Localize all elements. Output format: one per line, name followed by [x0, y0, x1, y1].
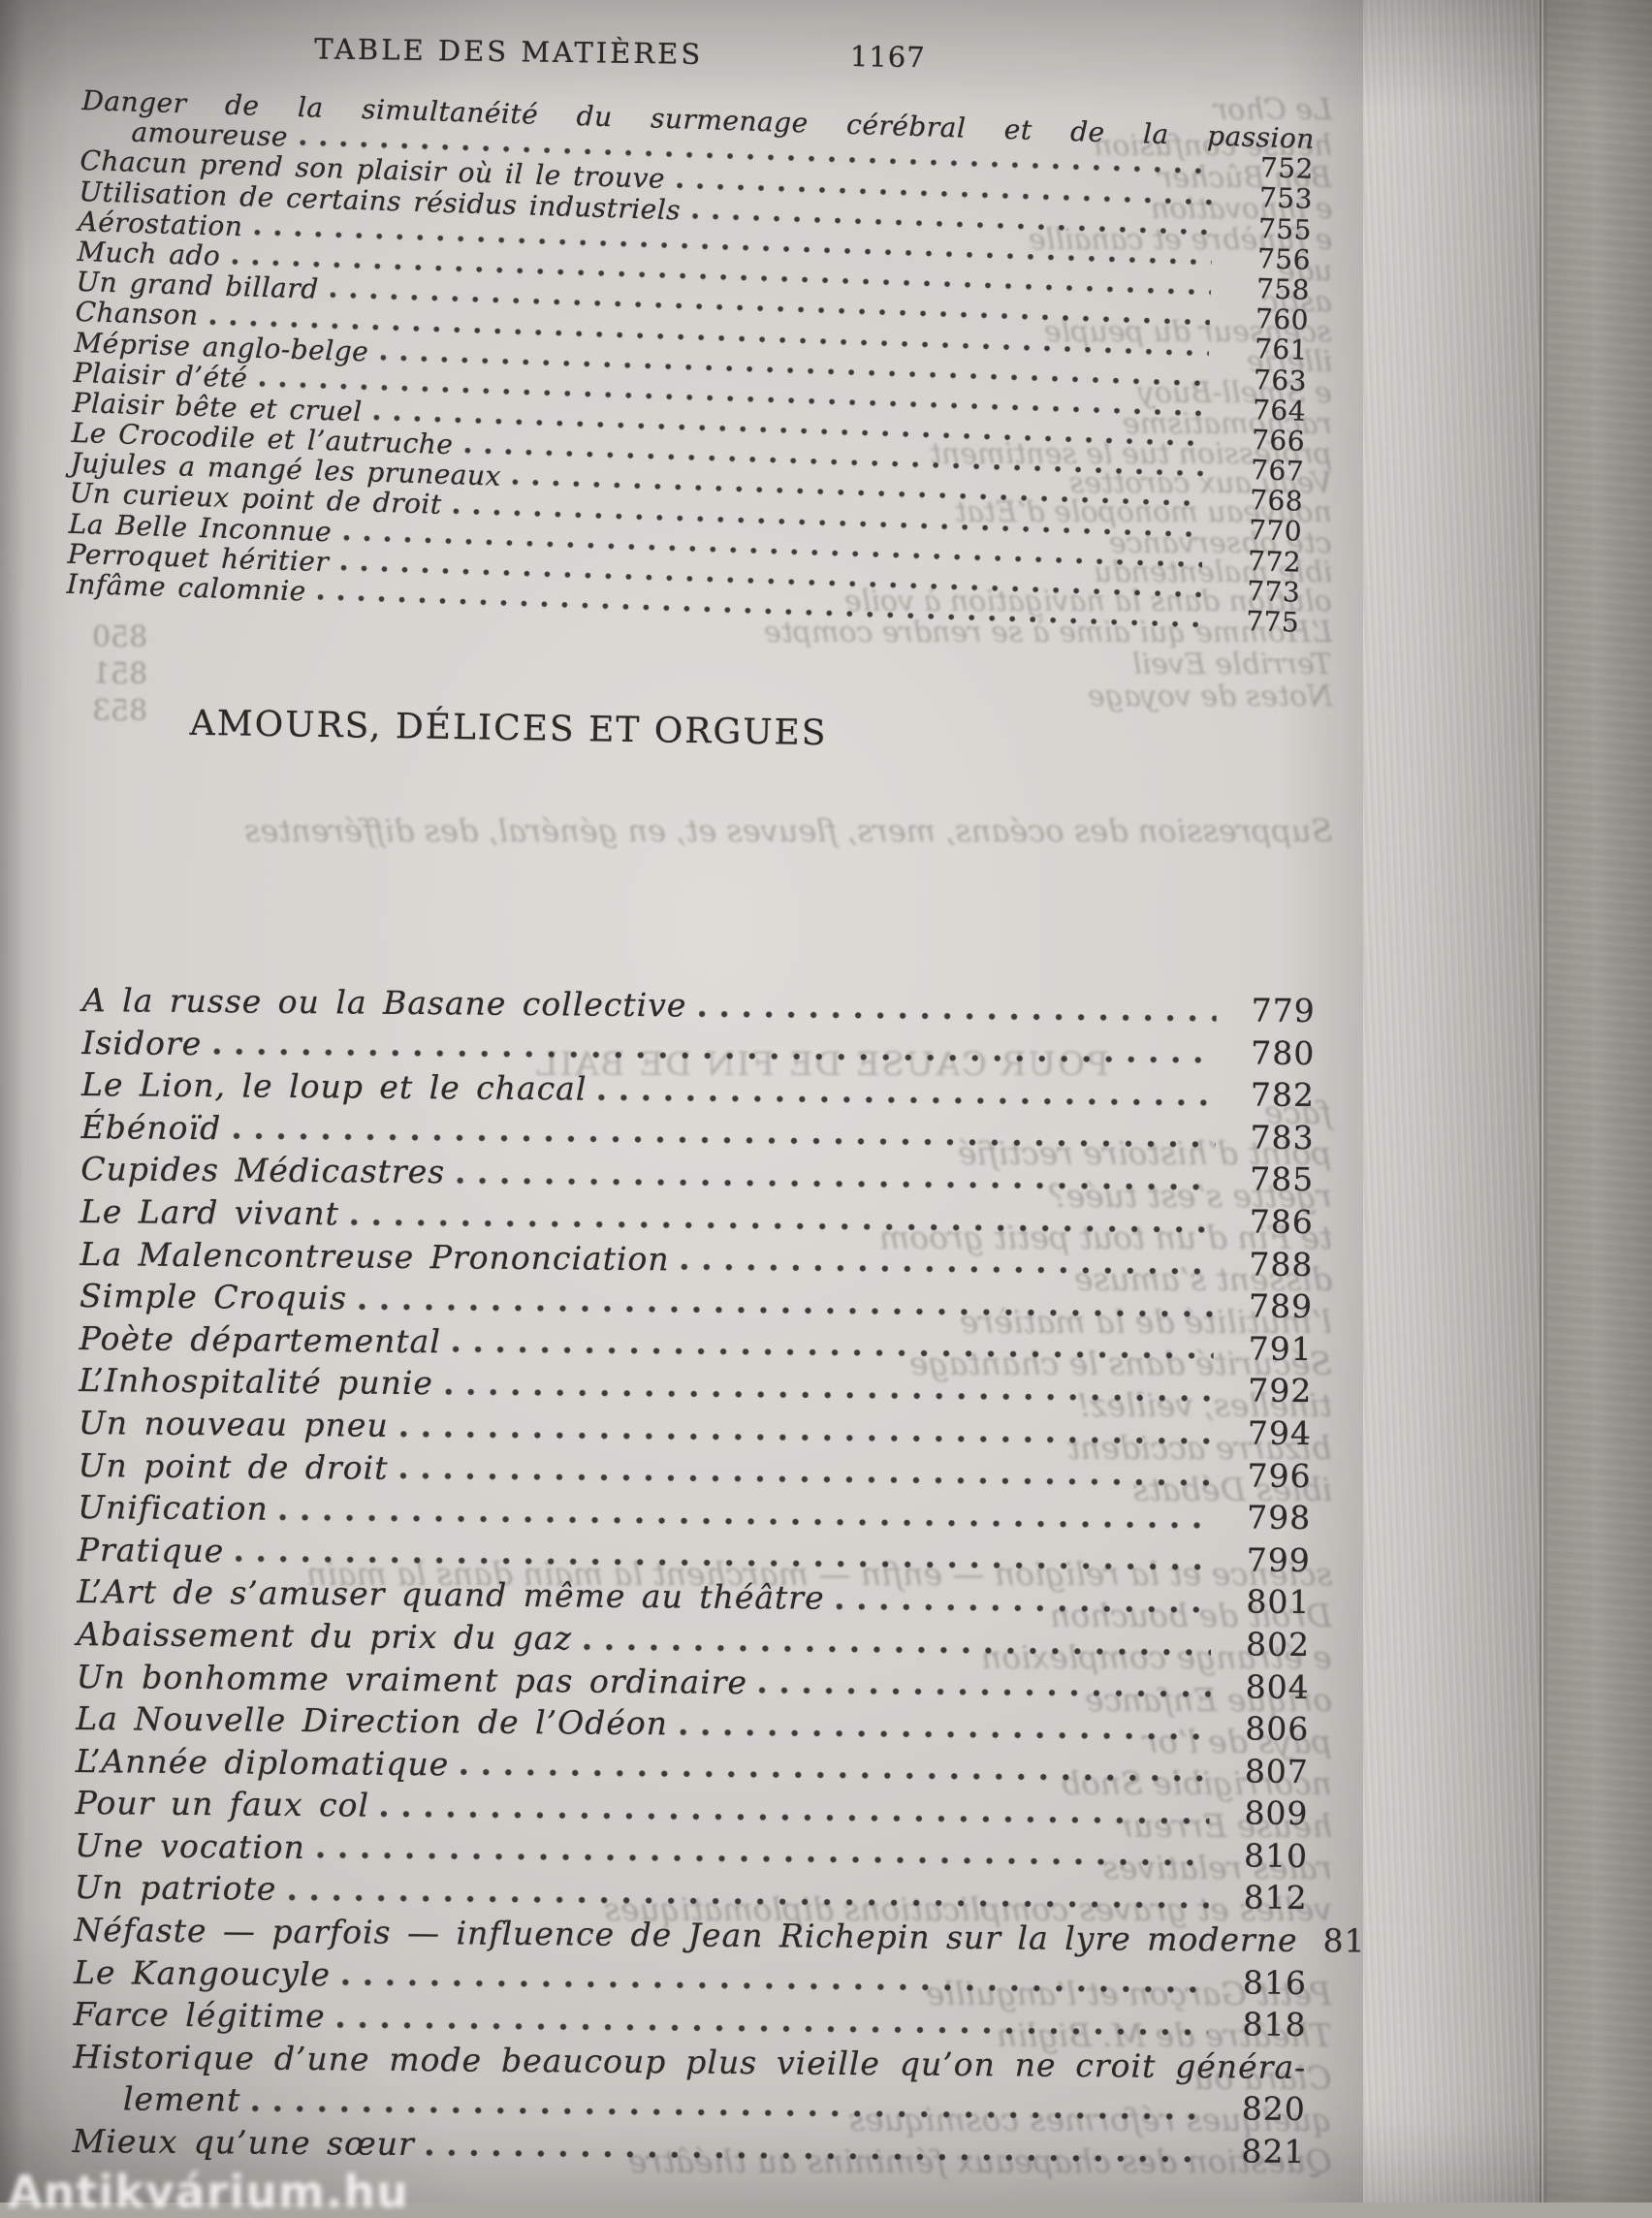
- dotted-leader: [453, 1320, 1214, 1369]
- toc-page-number: 794: [1226, 1411, 1312, 1454]
- toc-entry-title: Un bonhomme vraiment pas ordinaire: [77, 1655, 748, 1703]
- toc-page-number: 818: [1221, 2004, 1306, 2046]
- toc-page-number: 779: [1230, 989, 1316, 1031]
- toc-page-number: 821: [1220, 2130, 1305, 2172]
- toc-entry-title: Pratique: [78, 1529, 225, 1572]
- toc-page-number: 788: [1227, 1243, 1313, 1285]
- book-edge-divider: [1540, 0, 1547, 2202]
- toc-entry-title: La Malencontreuse Prononciation: [79, 1233, 669, 1281]
- toc-entry-title: Le Lion, le loup et le chacal: [81, 1063, 588, 1110]
- page-header-title: TABLE DES MATIÈRES: [314, 32, 703, 71]
- toc-page-number: 807: [1223, 1750, 1309, 1792]
- book-fore-edge: [1363, 0, 1541, 2202]
- dotted-leader: [381, 1785, 1210, 1834]
- dotted-leader: [336, 1996, 1207, 2045]
- toc-page-number: 806: [1223, 1707, 1309, 1750]
- dotted-leader: [461, 1743, 1210, 1791]
- toc-entry-title: lement: [123, 2078, 241, 2122]
- toc-entry-title: Le Lard vivant: [80, 1190, 339, 1235]
- dotted-leader: [680, 1702, 1211, 1749]
- background-surface: [1547, 0, 1652, 2202]
- toc-entry-title: La Nouvelle Direction de l’Odéon: [76, 1697, 668, 1745]
- toc-entry-title: Un patriote: [75, 1866, 277, 1910]
- toc-entry-title: Le Kangoucyle: [74, 1951, 331, 1996]
- toc-entry-title: Chanson: [75, 297, 199, 331]
- toc-section-2: A la russe ou la Basane collective 779 Isi…: [72, 979, 1316, 2173]
- toc-page-number: 782: [1229, 1074, 1315, 1117]
- toc-page-number: 760: [1223, 302, 1310, 335]
- toc-page-number: 773: [1215, 575, 1301, 608]
- toc-entry-title: Cupides Médicastres: [80, 1148, 445, 1193]
- toc-entry-title: Ébénoïd: [80, 1106, 221, 1150]
- toc-page-number: 792: [1226, 1370, 1312, 1412]
- page-header-number: 1167: [850, 40, 926, 74]
- dotted-leader: [698, 985, 1217, 1031]
- toc-entry-title: Simple Croquis: [79, 1275, 347, 1319]
- toc-page-number: 758: [1224, 272, 1311, 305]
- toc-page-number: 802: [1224, 1623, 1310, 1665]
- dotted-leader: [836, 1577, 1211, 1623]
- dotted-leader: [342, 1953, 1208, 2003]
- toc-page-number: 770: [1217, 514, 1303, 547]
- toc-entry-title: Un point de droit: [78, 1444, 388, 1489]
- toc-entry-title: Abaissement du prix du gaz: [77, 1613, 572, 1660]
- toc-entry-title: L’Année diplomatique: [76, 1740, 450, 1786]
- toc-page-number: 766: [1220, 424, 1306, 457]
- toc-entry-title: Unification: [78, 1486, 269, 1530]
- dotted-leader: [457, 1152, 1215, 1200]
- toc-entry-title: Farce légitime: [73, 1993, 325, 2038]
- toc-page-number: 791: [1227, 1327, 1313, 1370]
- toc-page-number: 764: [1221, 394, 1307, 427]
- toc-entry-title: Poète départemental: [79, 1317, 442, 1363]
- dotted-leader: [359, 1278, 1214, 1327]
- dotted-leader: [427, 2123, 1207, 2172]
- toc-page-number: 804: [1223, 1665, 1309, 1708]
- toc-entry-title: Isidore: [81, 1022, 202, 1065]
- toc-page-number: 783: [1228, 1116, 1314, 1158]
- dotted-leader: [759, 1662, 1211, 1708]
- toc-page-number: 810: [1223, 1834, 1308, 1877]
- toc-page-number: 753: [1226, 182, 1313, 215]
- toc-page-number: 785: [1228, 1158, 1314, 1201]
- toc-page-number: 763: [1222, 364, 1308, 396]
- toc-page-number: 767: [1219, 454, 1305, 487]
- toc-page-number: 761: [1223, 333, 1309, 365]
- toc-page-number: 816: [1222, 1961, 1307, 2004]
- toc-page-number: 772: [1216, 545, 1302, 578]
- toc-entry-title: Mieux qu’une sœur: [72, 2120, 415, 2166]
- toc-page-number: 780: [1229, 1031, 1315, 1074]
- dotted-leader: [598, 1068, 1216, 1116]
- toc-page-number: 809: [1223, 1792, 1308, 1835]
- dotted-leader: [681, 1238, 1214, 1284]
- toc-entry-title: Un nouveau pneu: [79, 1402, 389, 1446]
- toc-entry-title: L’Art de s’amuser quand même au théâtre: [77, 1570, 824, 1619]
- toc-page-number: 786: [1228, 1200, 1314, 1243]
- toc-page-number: 775: [1214, 605, 1300, 638]
- toc-page-number: 798: [1225, 1496, 1311, 1538]
- toc-page-number: 756: [1225, 242, 1312, 275]
- toc-entry-title: A la russe ou la Basane collective: [82, 979, 687, 1027]
- toc-page-number: 812: [1223, 1877, 1308, 1919]
- toc-page-number: 796: [1225, 1454, 1311, 1497]
- toc-page-number: 789: [1227, 1284, 1313, 1327]
- toc-page-number: 799: [1225, 1538, 1311, 1581]
- dotted-leader: [584, 1617, 1211, 1664]
- toc-page-number: 752: [1227, 151, 1314, 184]
- toc-page-number: 801: [1224, 1581, 1310, 1624]
- toc-entry-title: L’Inhospitalité punie: [79, 1359, 433, 1405]
- toc-page-number: 768: [1218, 484, 1304, 517]
- toc-entry-title: Pour un faux col: [75, 1782, 369, 1826]
- watermark: Antikvárium.hu: [8, 2166, 409, 2218]
- toc-page-number: 755: [1225, 212, 1312, 245]
- dotted-leader: [399, 1405, 1213, 1454]
- dotted-leader: [351, 1192, 1215, 1242]
- dotted-leader: [399, 1446, 1213, 1496]
- toc-entry-title: Infâme calomnie: [66, 569, 306, 607]
- toc-section-1: Danger de la simultanéité du surmenage c…: [66, 85, 1315, 638]
- toc-page-number: 820: [1221, 2088, 1306, 2131]
- dotted-leader: [445, 1363, 1214, 1412]
- toc-entry-title: Une vocation: [75, 1824, 305, 1869]
